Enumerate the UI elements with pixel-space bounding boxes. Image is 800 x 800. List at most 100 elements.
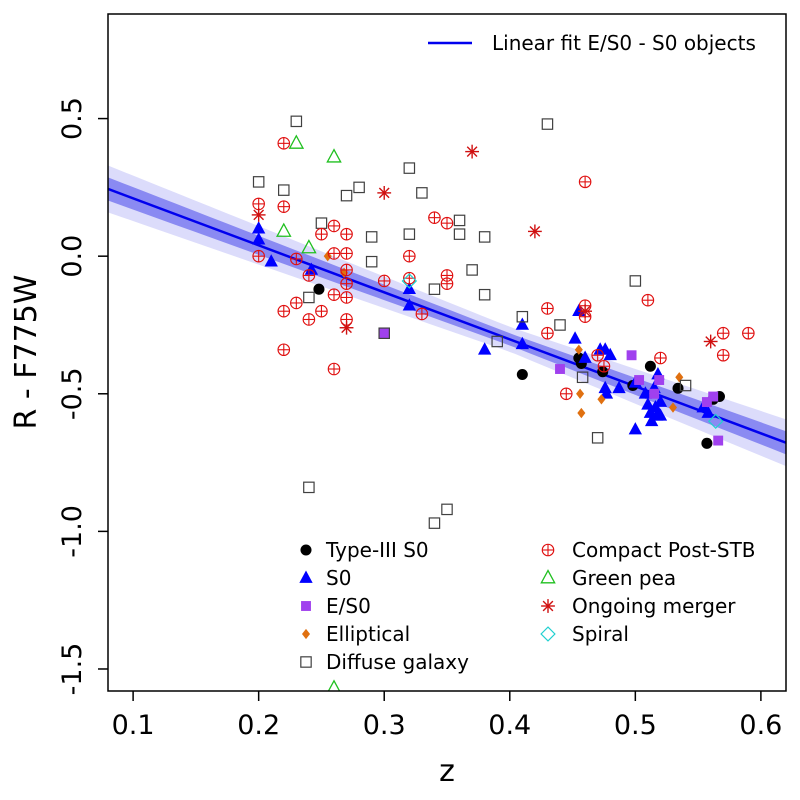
- compact-post-stb-point: [327, 247, 341, 260]
- x-tick-label: 0.5: [614, 710, 657, 741]
- elliptical-point: [323, 251, 332, 262]
- diffuse-galaxy-point: [365, 255, 378, 268]
- y-tick-label: -1.5: [57, 643, 88, 696]
- compact-post-stb-point: [252, 197, 265, 211]
- compact-post-stb-point: [403, 249, 416, 263]
- legend-marker-spiral: [540, 626, 556, 642]
- compact-post-stb-point: [290, 296, 303, 310]
- green-pea-point: [301, 239, 317, 254]
- plot-frame: [107, 13, 787, 692]
- compact-post-stb-point: [377, 274, 391, 288]
- s0-point: [572, 303, 586, 317]
- diffuse-galaxy-point: [403, 228, 416, 240]
- ongoing-merger-point: [578, 304, 593, 319]
- ongoing-merger-point: [703, 334, 718, 349]
- diffuse-galaxy-point: [441, 503, 453, 516]
- compact-post-stb-point: [716, 348, 730, 362]
- e-s0-point: [626, 350, 637, 361]
- compact-post-stb-point: [327, 219, 341, 233]
- ongoing-merger-point: [465, 144, 480, 159]
- y-tick-label: -0.5: [57, 367, 88, 420]
- fit-legend-label: Linear fit E/S0 - S0 objects: [492, 31, 756, 55]
- s0-point: [612, 380, 626, 394]
- compact-post-stb-point: [277, 304, 291, 318]
- elliptical-point: [668, 402, 678, 413]
- s0-point: [251, 221, 266, 234]
- compact-post-stb-point: [340, 291, 353, 304]
- legend-label-green-pea: Green pea: [572, 566, 676, 590]
- compact-post-stb-point: [415, 307, 429, 321]
- legend-label-type-iii-s0: Type-III S0: [325, 538, 429, 562]
- compact-post-stb-point: [742, 326, 755, 340]
- compact-post-stb-point: [340, 263, 353, 277]
- diffuse-galaxy-point: [591, 432, 604, 444]
- compact-post-stb-point: [252, 249, 265, 263]
- legend-marker-ongoing-merger: [541, 599, 555, 613]
- y-tick-label: 0.0: [57, 235, 88, 278]
- compact-post-stb-point: [440, 277, 454, 290]
- e-s0-point: [379, 328, 390, 339]
- diffuse-galaxy-point: [478, 231, 491, 243]
- e-s0-point: [649, 388, 660, 399]
- diffuse-galaxy-point: [403, 162, 416, 174]
- compact-post-stb-point: [641, 293, 655, 307]
- fit-legend: Linear fit E/S0 - S0 objects: [428, 31, 756, 55]
- compact-post-stb-point: [340, 247, 353, 260]
- legend-marker-green-pea: [540, 569, 556, 584]
- legend-marker-type-iii-s0: [300, 544, 312, 556]
- x-tick-label: 0.4: [488, 710, 531, 741]
- diffuse-galaxy-point: [576, 371, 589, 384]
- compact-post-stb-point: [327, 362, 341, 376]
- e-s0-point: [654, 375, 665, 385]
- legend-label-spiral: Spiral: [572, 622, 629, 646]
- legend-label-compact-post-stb: Compact Post-STB: [572, 538, 756, 562]
- diffuse-galaxy-point: [453, 228, 466, 240]
- type-iii-s0-point: [701, 437, 713, 449]
- x-axis: 0.1 0.2 0.3 0.4 0.5 0.6: [112, 691, 782, 741]
- y-tick-label: 0.5: [57, 97, 88, 140]
- legend-label-e-s0: E/S0: [326, 594, 371, 618]
- compact-post-stb-point: [440, 216, 454, 230]
- ongoing-merger-point: [251, 207, 266, 222]
- y-axis: 0.5 0.0 -0.5 -1.0 -1.5: [57, 97, 108, 695]
- compact-post-stb-point: [541, 326, 554, 340]
- x-axis-title: z: [439, 754, 455, 789]
- legend-marker-compact-post-stb: [541, 543, 555, 557]
- e-s0-point: [708, 391, 719, 402]
- elliptical-point: [675, 372, 684, 383]
- compact-post-stb-point: [541, 302, 554, 315]
- green-pea-point: [327, 679, 341, 691]
- legend-label-diffuse-galaxy: Diffuse galaxy: [326, 650, 469, 674]
- legend-marker-elliptical: [301, 628, 311, 640]
- diffuse-galaxy-point: [428, 517, 441, 529]
- s0-point: [568, 331, 582, 344]
- e-s0-point: [555, 364, 565, 374]
- s0-point: [628, 422, 643, 435]
- ongoing-merger-point: [377, 185, 392, 200]
- compact-post-stb-point: [578, 175, 592, 189]
- compact-post-stb-point: [340, 277, 353, 290]
- ongoing-merger-point: [527, 224, 542, 239]
- type-iii-s0-point: [516, 368, 528, 381]
- x-tick-label: 0.2: [237, 710, 280, 741]
- s0-point: [304, 262, 319, 275]
- diffuse-galaxy-point: [466, 264, 478, 276]
- diffuse-galaxy-point: [679, 379, 692, 392]
- diffuse-galaxy-point: [353, 181, 365, 194]
- compact-post-stb-point: [315, 227, 328, 241]
- s0-point: [653, 408, 668, 421]
- s0-point: [251, 232, 266, 245]
- compact-post-stb-point: [290, 252, 303, 266]
- marker-legend: Type-III S0 S0 E/S0 Elliptical Diffuse galax…: [299, 538, 756, 674]
- diffuse-galaxy-point: [416, 187, 428, 199]
- legend-marker-diffuse-galaxy: [300, 656, 312, 668]
- green-pea-point: [288, 134, 305, 149]
- elliptical-point: [597, 394, 606, 405]
- diffuse-galaxy-point: [428, 283, 441, 295]
- diffuse-galaxy-point: [290, 115, 303, 128]
- s0-point: [599, 386, 614, 399]
- diffuse-galaxy-point: [303, 481, 315, 494]
- diffuse-galaxy-point: [491, 335, 503, 348]
- compact-post-stb-point: [428, 211, 441, 224]
